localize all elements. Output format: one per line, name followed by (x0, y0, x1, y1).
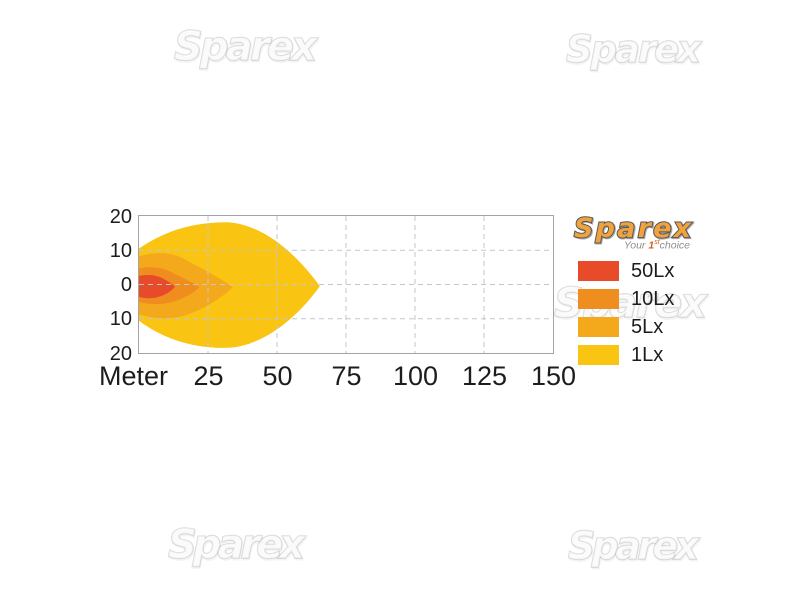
y-tick-label: 10 (109, 308, 132, 331)
sparex-watermark: Sparex (566, 519, 710, 571)
x-tick-label: 75 (331, 361, 362, 391)
gridlines (139, 216, 553, 353)
legend-label: 10Lx (631, 288, 675, 310)
beam-plot-svg (139, 216, 553, 353)
x-tick-label: 100 (392, 361, 439, 391)
legend-label: 1Lx (631, 344, 664, 366)
legend-row: 10Lx (578, 289, 674, 309)
sparex-logo: Sparex (573, 212, 695, 244)
legend-swatch-50lx (578, 261, 619, 281)
beam-plot-area (138, 215, 554, 354)
legend-swatch-1lx (578, 345, 619, 365)
x-tick-label: 150 (530, 361, 577, 391)
legend-swatch-10lx (578, 289, 619, 309)
y-tick-label: 20 (109, 205, 132, 228)
sparex-watermark-text: Sparex (168, 522, 306, 568)
tagline-suffix: choice (659, 239, 690, 252)
x-tick-label: 50 (262, 361, 293, 391)
y-tick-label: 10 (109, 239, 132, 262)
tagline-prefix: Your (623, 239, 649, 252)
tagline-number: 1 (648, 239, 655, 252)
x-tick-label: 125 (461, 361, 508, 391)
sparex-watermark: Sparex (166, 516, 316, 570)
sparex-watermark-text: Sparex (566, 28, 702, 71)
tagline-sup: st (654, 239, 660, 246)
sparex-watermark-text: Sparex (568, 524, 700, 568)
x-tick-label: 25 (193, 361, 224, 391)
legend-swatch-5lx (578, 317, 619, 337)
legend-label: 5Lx (631, 316, 664, 338)
legend-row: 50Lx (578, 261, 674, 281)
legend-label: 50Lx (631, 260, 675, 282)
y-tick-label: 0 (120, 274, 132, 296)
legend-row: 5Lx (578, 317, 674, 337)
legend-items: 50Lx 10Lx 5Lx 1Lx (578, 261, 674, 373)
sparex-watermark: Sparex (564, 23, 712, 74)
sparex-watermark-text: Sparex (174, 24, 318, 70)
x-axis-unit-label: Meter (99, 361, 169, 391)
legend-row: 1Lx (578, 345, 674, 365)
sparex-watermark: Sparex (172, 18, 328, 72)
legend: Sparex Your 1stchoice 50Lx 10Lx 5Lx 1Lx (556, 210, 706, 370)
y-tick-label: 20 (109, 342, 132, 365)
contour-50lx (139, 275, 175, 299)
logo-tagline: Your 1stchoice (572, 239, 690, 252)
